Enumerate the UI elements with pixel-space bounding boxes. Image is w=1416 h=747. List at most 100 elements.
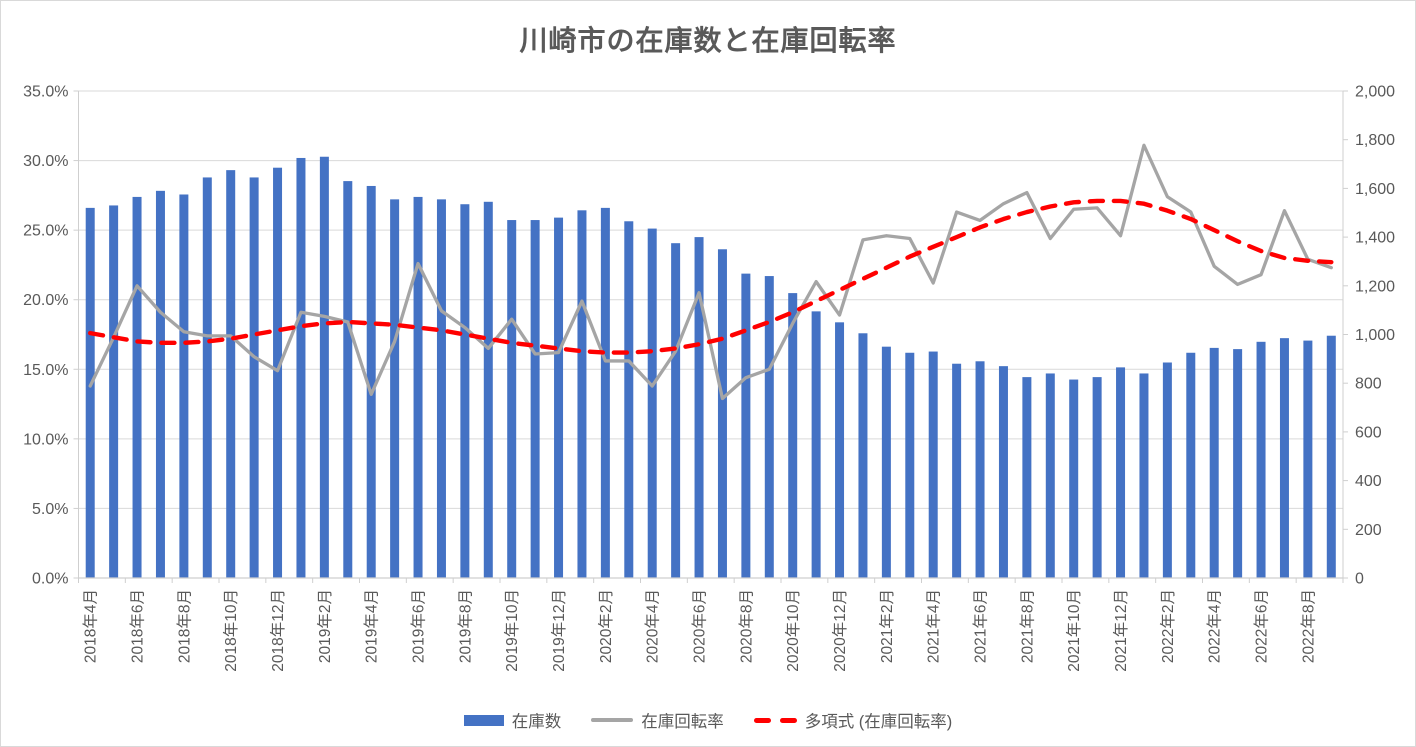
gridlines [78, 90, 1343, 509]
right-axis-tick-label: 1,600 [1355, 181, 1395, 198]
right-axis-tick-label: 600 [1355, 424, 1382, 441]
bar-series [85, 156, 1336, 579]
bar [835, 322, 845, 578]
left-axis-labels: 35.0% 30.0% 25.0% 20.0% 15.0% 10.0% 5.0% 0.0% [23, 84, 68, 588]
bar [1139, 373, 1149, 578]
x-axis-tick-label: 2022年2月 [1159, 589, 1177, 663]
bar [811, 311, 821, 578]
right-axis-tick-label: 400 [1355, 473, 1382, 490]
bar [1069, 379, 1079, 578]
bar [1233, 349, 1243, 578]
legend-label: 在庫数 [511, 713, 562, 731]
bar [1092, 377, 1102, 578]
x-axis-tick-label: 2021年12月 [1112, 589, 1130, 672]
bar [1186, 352, 1196, 578]
right-axis-tick-label: 0 [1355, 571, 1364, 588]
right-axis-tick-label: 1,000 [1355, 327, 1395, 344]
bar [600, 207, 610, 578]
bar [319, 156, 329, 578]
chart-title: 川崎市の在庫数と在庫回転率 [519, 25, 897, 56]
bar [764, 276, 774, 578]
x-axis-tick-label: 2019年6月 [410, 589, 428, 663]
bar [788, 293, 798, 578]
x-axis-tick-label: 2019年4月 [363, 589, 381, 663]
right-axis-tick-label: 200 [1355, 522, 1382, 539]
bar [390, 199, 400, 579]
bar [202, 177, 212, 578]
x-axis-tick-label: 2021年4月 [925, 589, 943, 663]
x-axis-tick-label: 2019年12月 [550, 589, 568, 672]
bar [366, 185, 376, 578]
bar [1256, 341, 1266, 578]
x-axis-tick-label: 2020年2月 [597, 589, 615, 663]
left-axis-tick-label: 35.0% [23, 84, 68, 101]
x-axis-tick-label: 2020年12月 [831, 589, 849, 672]
right-axis-tick-label: 2,000 [1355, 84, 1395, 101]
bar [436, 199, 446, 579]
bar [928, 351, 938, 578]
bar [858, 333, 868, 578]
bar [717, 249, 727, 578]
x-axis-tick-label: 2021年2月 [878, 589, 896, 663]
right-axis-tick-label: 800 [1355, 376, 1382, 393]
x-axis-tick-label: 2019年8月 [456, 589, 474, 663]
bar [694, 237, 704, 578]
bar [647, 228, 657, 578]
bar [1116, 367, 1126, 578]
bar [1022, 377, 1032, 578]
x-axis-tick-label: 2020年8月 [737, 589, 755, 663]
bar [881, 346, 891, 578]
x-axis-tick-label: 2018年10月 [222, 589, 240, 672]
bar [1162, 362, 1172, 578]
x-axis-tick-label: 2019年10月 [503, 589, 521, 672]
left-axis-tick-label: 30.0% [23, 153, 68, 170]
x-axis-tick-label: 2022年8月 [1299, 589, 1317, 663]
line-swatch-icon [591, 718, 634, 722]
bar [179, 194, 189, 579]
x-axis-tick-label: 2018年12月 [269, 589, 287, 672]
bar [296, 157, 306, 578]
x-axis-tick-label: 2018年6月 [129, 589, 147, 663]
x-axis-tick-label: 2022年4月 [1206, 589, 1224, 663]
bar [1045, 373, 1055, 578]
bar [85, 207, 95, 578]
bar [1326, 335, 1336, 578]
bar [226, 170, 236, 578]
bar [530, 220, 540, 578]
right-axis-labels: 2,000 1,800 1,600 1,400 1,200 1,000 800 600 400 2… [1355, 84, 1395, 588]
x-axis-tick-label: 2020年10月 [784, 589, 802, 672]
bar [1209, 347, 1219, 578]
axes [73, 90, 1348, 583]
legend-item-turnover-rate: 在庫回転率 [591, 708, 724, 732]
x-axis-tick-label: 2021年6月 [972, 589, 990, 663]
bar [624, 221, 634, 578]
bar [998, 366, 1008, 578]
bar [483, 201, 493, 579]
bar [249, 177, 259, 578]
x-axis-labels: 2018年4月 2018年6月 2018年8月 2018年10月 2018年12月 201… [82, 589, 1318, 672]
bar [741, 273, 751, 578]
legend: 在庫数 在庫回転率 多項式 (在庫回転率) [1, 708, 1415, 732]
polynomial-trendline [88, 198, 1334, 355]
bar [905, 352, 915, 578]
x-axis-tick-label: 2018年8月 [175, 589, 193, 663]
left-axis-tick-label: 15.0% [23, 362, 68, 379]
x-axis-tick-label: 2021年8月 [1018, 589, 1036, 663]
turnover-rate-line [88, 143, 1333, 401]
left-axis-tick-label: 20.0% [23, 292, 68, 309]
x-axis-tick-label: 2018年4月 [82, 589, 100, 663]
left-axis-tick-label: 25.0% [23, 223, 68, 240]
x-axis-tick-label: 2020年6月 [691, 589, 709, 663]
legend-item-trendline: 多項式 (在庫回転率) [753, 708, 952, 732]
legend-item-inventory-count: 在庫数 [463, 708, 562, 732]
legend-label: 在庫回転率 [641, 713, 724, 731]
bar [132, 196, 142, 579]
bar [507, 220, 517, 578]
x-axis-tick-label: 2021年10月 [1065, 589, 1083, 672]
bar [273, 167, 283, 578]
x-axis-tick-label: 2019年2月 [316, 589, 334, 663]
bar [460, 204, 470, 579]
bar [577, 210, 587, 578]
